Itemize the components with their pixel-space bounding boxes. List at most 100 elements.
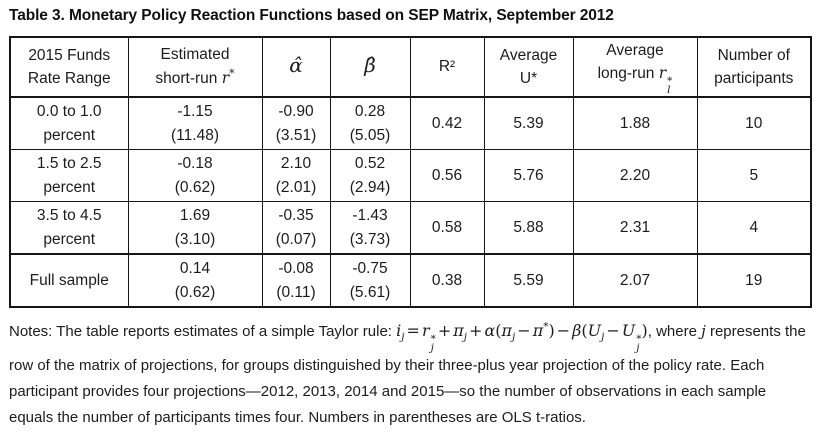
table-row-0-to-1-percent: 0.0 to 1.0 percent -1.15 (11.48) -0.90 (3.…: [9, 96, 812, 151]
cell-alpha: -0.90 (3.51): [261, 96, 331, 151]
header-text: short-run: [155, 70, 218, 88]
range-line: percent: [43, 126, 96, 144]
estimate: -0.75: [352, 260, 388, 278]
t-ratio: (0.62): [174, 283, 216, 301]
header-alpha-hat: α̂: [261, 36, 331, 99]
var-pi: π: [453, 321, 464, 341]
table-row-full-sample: Full sample 0.14 (0.62) -0.08 (0.11) -0.75…: [9, 253, 812, 308]
table-notes: Notes: The table reports estimates of a …: [9, 317, 810, 430]
l-subscript: l: [667, 84, 671, 97]
estimate: 0.52: [354, 155, 386, 173]
cell-short-run: -0.18 (0.62): [127, 149, 263, 203]
range-line: 1.5 to 2.5: [36, 155, 102, 173]
r-squared-label: R²: [438, 58, 456, 76]
cell-long-run: 1.88: [572, 96, 698, 151]
header-line: 2015 Funds: [28, 46, 111, 64]
estimate: -0.35: [278, 207, 314, 225]
minus-sign: −: [556, 321, 571, 341]
estimate: -0.18: [177, 155, 213, 173]
estimate: 2.10: [280, 155, 312, 173]
var-U: U: [587, 321, 602, 341]
t-ratio: (11.48): [171, 126, 219, 144]
header-beta-hat: β̂: [329, 36, 411, 99]
cell-rate-range: 3.5 to 4.5 percent: [9, 201, 129, 255]
table-row-1p5-to-2p5-percent: 1.5 to 2.5 percent -0.18 (0.62) 2.10 (2.01…: [9, 149, 812, 203]
cell-r2: 0.56: [409, 149, 485, 203]
cell-beta: 0.28 (5.05): [329, 96, 411, 151]
header-average-long-run-r: Average long-run r * l: [572, 36, 698, 99]
cell-r2: 0.42: [409, 96, 485, 151]
range-line: 3.5 to 4.5: [36, 207, 102, 225]
cell-short-run: 0.14 (0.62): [127, 253, 263, 308]
cell-short-run: -1.15 (11.48): [127, 96, 263, 151]
sub-j: j: [401, 331, 405, 344]
star-superscript: *: [543, 320, 549, 333]
header-line: U*: [519, 70, 538, 88]
t-ratio: (5.05): [349, 126, 391, 144]
header-line: Average: [606, 42, 664, 59]
cell-rate-range: Full sample: [9, 253, 129, 308]
cell-beta: -1.43 (3.73): [329, 201, 411, 255]
open-paren: (: [495, 321, 502, 341]
close-paren: ): [548, 321, 555, 341]
close-paren: ): [641, 321, 648, 341]
t-ratio: (5.61): [349, 283, 391, 301]
cell-participants: 5: [696, 149, 812, 203]
sub-sup-stack: * j: [636, 334, 641, 353]
sub-j: j: [512, 331, 516, 344]
estimate: -1.15: [177, 103, 213, 121]
plus-sign: +: [469, 321, 483, 341]
t-ratio: (3.10): [174, 230, 216, 248]
minus-sign: −: [517, 321, 531, 341]
cell-r2: 0.38: [409, 253, 485, 308]
estimate: 0.28: [354, 103, 386, 121]
header-r-squared: R²: [409, 36, 485, 99]
cell-beta: 0.52 (2.94): [329, 149, 411, 203]
t-ratio: (0.07): [275, 230, 317, 248]
cell-long-run: 2.07: [572, 253, 698, 308]
var-j: j: [701, 322, 706, 341]
header-line: short-run r*: [131, 66, 260, 90]
header-line: Estimated: [160, 46, 230, 64]
t-ratio: (2.01): [275, 178, 317, 196]
estimate: -0.08: [278, 260, 314, 278]
t-ratio: (3.51): [275, 126, 317, 144]
cell-avg-u: 5.76: [483, 149, 574, 203]
var-i: i: [396, 321, 402, 341]
cell-participants: 10: [696, 96, 812, 151]
header-average-u-star: Average U*: [483, 36, 574, 99]
sub-sup-stack: * l: [667, 75, 673, 97]
cell-long-run: 2.31: [572, 201, 698, 255]
r-l-star-symbol: r: [658, 64, 667, 83]
sub-j: j: [430, 342, 434, 355]
t-ratio: (0.11): [276, 283, 316, 301]
cell-long-run: 2.20: [572, 149, 698, 203]
range-line: percent: [43, 178, 96, 196]
r-star-symbol: r: [221, 69, 230, 88]
header-text: long-run: [597, 65, 655, 83]
range-line: 0.0 to 1.0: [36, 103, 102, 121]
star-superscript: *: [229, 67, 235, 81]
sub-j: j: [601, 331, 605, 344]
header-line: Rate Range: [27, 70, 111, 88]
header-number-of-participants: Number of participants: [696, 36, 812, 99]
alpha-hat-symbol: α̂: [289, 52, 303, 77]
star-superscript: *: [667, 75, 673, 88]
var-pi: π: [532, 321, 544, 341]
range-line: percent: [43, 230, 96, 248]
notes-where: , where: [647, 323, 697, 341]
table-title: Table 3. Monetary Policy Reaction Functi…: [9, 7, 614, 24]
table-row-3p5-to-4p5-percent: 3.5 to 4.5 percent 1.69 (3.10) -0.35 (0.07…: [9, 201, 812, 255]
minus-sign: −: [606, 321, 620, 341]
var-beta: β: [572, 321, 582, 341]
cell-short-run: 1.69 (3.10): [127, 201, 263, 255]
cell-avg-u: 5.59: [483, 253, 574, 308]
cell-alpha: -0.08 (0.11): [261, 253, 331, 308]
cell-avg-u: 5.39: [483, 96, 574, 151]
header-line: Average: [499, 46, 558, 64]
taylor-rule-formula: ij = r * j + πj + α(πj − π*) − β(Uj − U * j): [396, 320, 648, 353]
header-row: 2015 Funds Rate Range Estimated short-ru…: [9, 36, 812, 99]
header-line: participants: [714, 70, 794, 88]
cell-rate-range: 1.5 to 2.5 percent: [9, 149, 129, 203]
